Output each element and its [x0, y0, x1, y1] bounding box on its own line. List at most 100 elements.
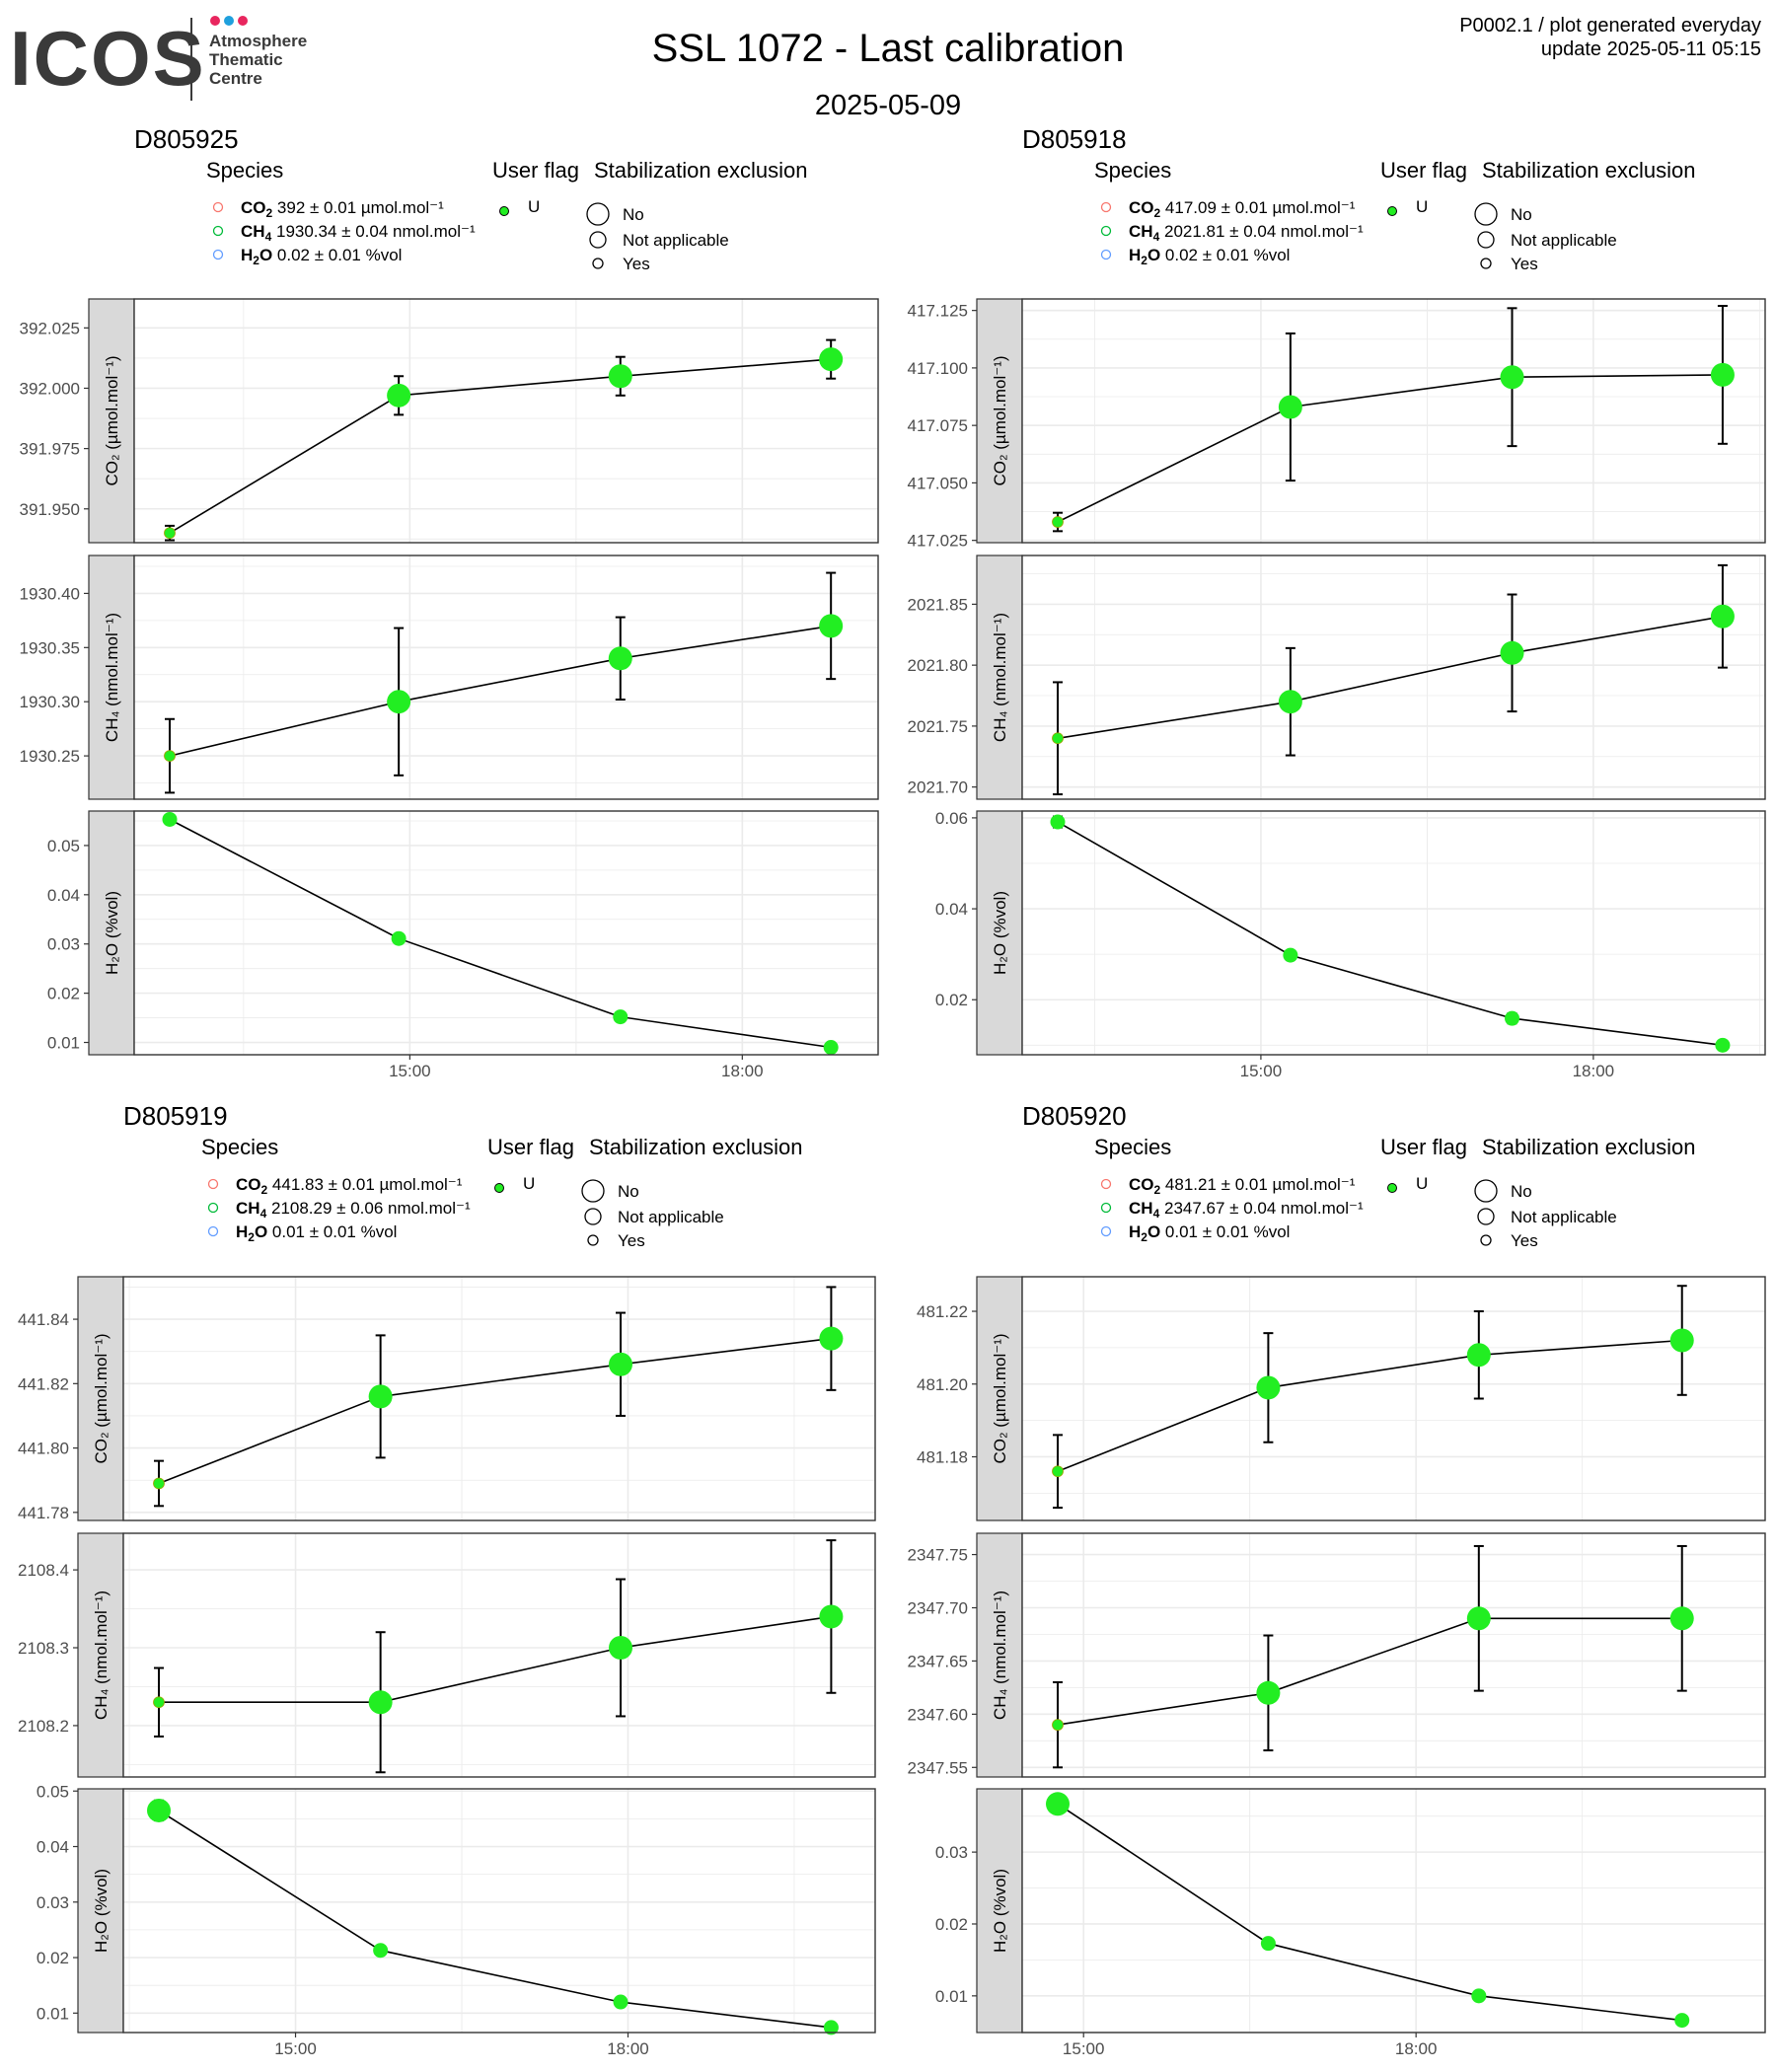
legend-title-species: Species — [1094, 158, 1171, 183]
y-tick-label: 417.100 — [908, 359, 968, 378]
y-tick-label: 2108.2 — [18, 1717, 69, 1736]
facet-h2o: H₂O (%vol) 0.01 0.02 0.03 — [935, 1788, 1766, 2034]
legend-label-co2: CO2 417.09 ± 0.01 µmol.mol⁻¹ — [1129, 198, 1356, 220]
facet-ylabel: CH₄ (nmol.mol⁻¹) — [991, 613, 1009, 742]
data-point — [1669, 1606, 1694, 1631]
legend-key-flag-u — [1387, 206, 1397, 216]
series-line — [169, 358, 832, 534]
x-tick-label: 15:00 — [1063, 2039, 1105, 2058]
y-tick-label: 0.04 — [47, 886, 80, 905]
data-point — [1710, 362, 1735, 387]
legend-label-stab-na: Not applicable — [623, 231, 729, 250]
legend-value-co2: 392 ± 0.01 µmol.mol⁻¹ — [277, 198, 444, 217]
meta-line-1: P0002.1 / plot generated everyday — [1459, 15, 1761, 37]
facet-h2o: H₂O (%vol) 0.01 0.02 0.03 0.04 0.05 — [37, 1782, 876, 2035]
facet-plot-area — [123, 1533, 875, 1777]
legend-value-h2o: 0.02 ± 0.01 %vol — [1165, 246, 1291, 264]
data-point — [1471, 1988, 1487, 2004]
legend-label-stab-no: No — [623, 205, 644, 224]
legend-value-ch4: 2108.29 ± 0.06 nmol.mol⁻¹ — [271, 1199, 471, 1218]
y-tick-label: 481.20 — [917, 1375, 968, 1394]
legend-label-stab-yes: Yes — [623, 255, 650, 273]
legend-label-stab-no: No — [1511, 205, 1532, 224]
y-tick-label: 417.125 — [908, 302, 968, 321]
facet-strip — [976, 298, 1023, 544]
facet-ylabel: H₂O (%vol) — [92, 1869, 111, 1953]
y-tick-label: 441.80 — [18, 1440, 69, 1458]
y-tick-label: 417.025 — [908, 532, 968, 551]
data-point — [387, 690, 411, 714]
logo-dot-1 — [210, 16, 220, 26]
y-tick-label: 0.06 — [935, 809, 968, 828]
y-tick-label: 441.82 — [18, 1374, 69, 1393]
facet-co2: CO₂ (µmol.mol⁻¹) 417.025 417.050 417.075 417… — [908, 298, 1766, 551]
page-title: SSL 1072 - Last calibration — [652, 27, 1125, 70]
y-tick-label: 2347.65 — [908, 1652, 968, 1670]
legend-title-user-flag: User flag — [492, 158, 579, 183]
panel-D805918: D805918 Species User flag Stabilization exc… — [908, 124, 1766, 1080]
legend-title-stabilization: Stabilization exclusion — [1482, 158, 1695, 183]
y-tick-label: 2108.4 — [18, 1561, 69, 1580]
page-subtitle: 2025-05-09 — [815, 90, 961, 121]
data-point — [1050, 814, 1066, 830]
legend-label-flag-u: U — [1416, 1174, 1428, 1193]
y-tick-label: 0.04 — [935, 900, 968, 919]
legend-key-stab-yes — [592, 258, 604, 269]
facet-plot-area — [1022, 1789, 1765, 2033]
legend-title-species: Species — [1094, 1135, 1171, 1159]
legend-title-species: Species — [206, 158, 283, 183]
legend-label-stab-na: Not applicable — [1511, 1208, 1617, 1226]
data-point — [1710, 604, 1735, 629]
legend-label-ch4: CH4 2108.29 ± 0.06 nmol.mol⁻¹ — [236, 1199, 471, 1221]
y-tick-label: 1930.35 — [20, 638, 80, 657]
logo-dot-2 — [224, 16, 234, 26]
panel-title: D805919 — [123, 1101, 228, 1131]
y-tick-label: 2347.60 — [908, 1705, 968, 1724]
data-point — [1052, 732, 1064, 745]
data-point — [1052, 1719, 1064, 1732]
facet-h2o: H₂O (%vol) 0.02 0.04 0.06 — [935, 809, 1766, 1056]
legend-key-ch4 — [1100, 225, 1112, 237]
y-tick-label: 0.03 — [37, 1893, 69, 1912]
facet-ylabel: CO₂ (µmol.mol⁻¹) — [991, 1333, 1009, 1463]
legend-key-stab-na — [584, 1208, 602, 1225]
facet-strip — [976, 1788, 1023, 2034]
data-point — [1505, 1010, 1520, 1026]
data-point — [819, 614, 844, 638]
data-point — [162, 811, 178, 827]
panel-D805919: D805919 Species User flag Stabilization exc… — [18, 1101, 876, 2058]
legend-title-user-flag: User flag — [487, 1135, 574, 1159]
x-tick-label: 18:00 — [607, 2039, 649, 2058]
panel-title: D805918 — [1022, 124, 1127, 154]
facet-frame — [133, 555, 879, 800]
legend-key-co2 — [207, 1178, 219, 1190]
y-tick-label: 481.22 — [917, 1302, 968, 1321]
data-point — [387, 383, 411, 407]
y-tick-label: 391.975 — [20, 440, 80, 459]
legend-key-stab-na — [1477, 1208, 1495, 1225]
data-point — [1256, 1680, 1281, 1705]
legend-label-stab-na: Not applicable — [618, 1208, 724, 1226]
y-tick-label: 2347.70 — [908, 1599, 968, 1618]
legend-title-stabilization: Stabilization exclusion — [594, 158, 807, 183]
y-tick-label: 441.78 — [18, 1504, 69, 1522]
facet-ch4: CH₄ (nmol.mol⁻¹) 2347.55 2347.60 2347.65 234… — [908, 1532, 1766, 1778]
data-point — [608, 364, 632, 389]
y-tick-label: 2021.85 — [908, 595, 968, 614]
series-line — [1057, 821, 1724, 1047]
meta-line-2: update 2025-05-11 05:15 — [1541, 38, 1761, 60]
facet-h2o: H₂O (%vol) 0.01 0.02 0.03 0.04 0.05 — [47, 810, 879, 1056]
panel-legend: Species User flag Stabilization exclusion C… — [1094, 1135, 1695, 1250]
legend-key-h2o — [1100, 1225, 1112, 1237]
y-tick-label: 0.01 — [37, 2004, 69, 2023]
legend-label-stab-yes: Yes — [1511, 255, 1538, 273]
facet-frame — [133, 298, 879, 544]
data-point — [1278, 395, 1302, 419]
facet-ylabel: CH₄ (nmol.mol⁻¹) — [92, 1591, 111, 1720]
data-point — [1256, 1375, 1281, 1400]
legend-label-flag-u: U — [528, 197, 540, 216]
facet-plot-area — [1022, 811, 1765, 1055]
data-point — [153, 1696, 165, 1709]
y-tick-label: 0.02 — [37, 1949, 69, 1967]
legend-title-stabilization: Stabilization exclusion — [1482, 1135, 1695, 1159]
